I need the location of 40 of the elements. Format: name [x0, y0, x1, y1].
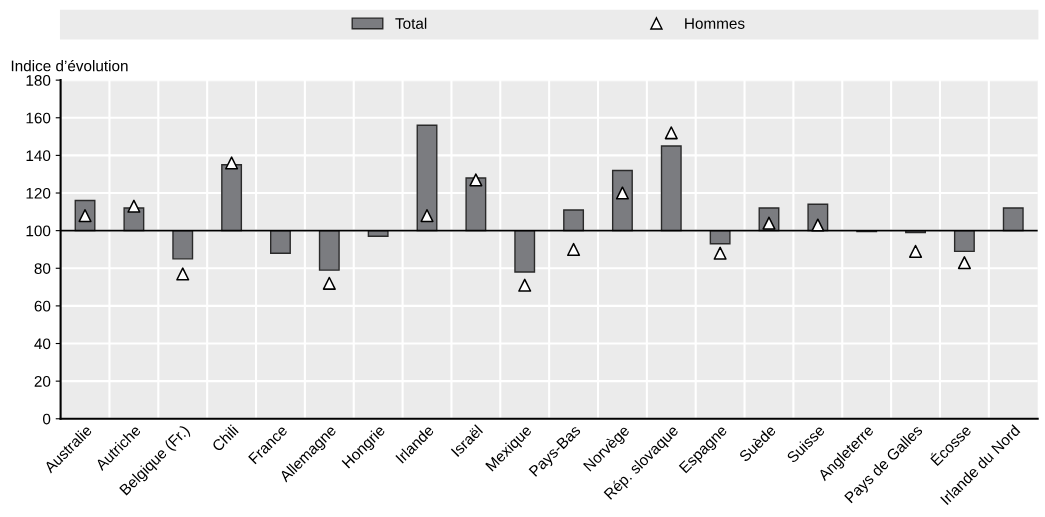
- bar: [709, 229, 731, 245]
- y-tick-label: 20: [34, 376, 51, 387]
- point: [322, 276, 336, 290]
- bar: [269, 229, 291, 254]
- point: [811, 218, 825, 232]
- bar: [221, 164, 243, 232]
- point: [469, 173, 483, 187]
- bar: [465, 177, 487, 232]
- bar: [660, 145, 682, 232]
- bar: [514, 229, 536, 273]
- point: [127, 199, 141, 213]
- bar: [611, 169, 633, 232]
- y-tick-label: 0: [42, 413, 51, 425]
- point: [713, 246, 727, 260]
- bar: [563, 209, 585, 232]
- bar: [416, 124, 438, 232]
- y-tick-label: 60: [34, 300, 51, 312]
- point: [518, 278, 532, 292]
- bar: [172, 229, 194, 260]
- point: [908, 244, 923, 258]
- point: [176, 267, 190, 281]
- point: [664, 126, 678, 140]
- y-tick-label: 140: [26, 150, 51, 162]
- point: [225, 156, 239, 170]
- y-tick-label: 160: [26, 112, 51, 124]
- point: [615, 186, 630, 200]
- point: [566, 242, 581, 257]
- point: [420, 209, 434, 223]
- y-tick-label: 100: [26, 225, 51, 237]
- y-tick-label: 80: [34, 263, 51, 274]
- legend-label: Total: [395, 17, 427, 29]
- bar: [953, 229, 975, 253]
- bar: [1002, 207, 1024, 232]
- point: [957, 256, 971, 270]
- y-axis-title: Indice d’évolution: [11, 59, 128, 72]
- y-tick-label: 180: [26, 75, 51, 86]
- y-tick-label: 120: [26, 187, 51, 199]
- legend-label: Hommes: [685, 18, 745, 29]
- y-tick-label: 40: [34, 338, 51, 350]
- bar: [318, 229, 340, 271]
